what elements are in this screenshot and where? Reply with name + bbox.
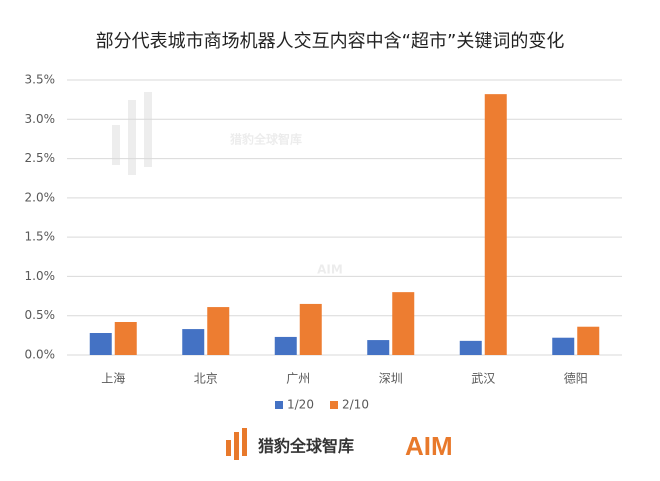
footer: 猎豹全球智库 AIM	[226, 428, 453, 461]
x-tick-label: 德阳	[564, 371, 588, 386]
legend-swatch	[275, 401, 283, 409]
bar	[207, 307, 230, 355]
bar	[459, 340, 482, 355]
footer-icon	[242, 428, 247, 456]
bar	[484, 94, 507, 356]
bar	[274, 336, 297, 355]
y-tick-label: 0.5%	[25, 308, 56, 322]
watermark-logo: AIM	[317, 263, 343, 277]
bar	[577, 326, 600, 355]
y-tick-label: 3.0%	[25, 112, 56, 126]
watermark-text: 猎豹全球智库	[230, 132, 302, 147]
bar	[552, 337, 575, 355]
y-tick-label: 1.5%	[25, 230, 56, 244]
x-tick-label: 上海	[101, 371, 125, 386]
footer-brand: 猎豹全球智库	[258, 437, 354, 456]
bar	[299, 303, 322, 355]
y-tick-label: 2.5%	[25, 151, 56, 165]
watermark: 猎豹全球智库 AIM	[112, 92, 343, 277]
chart-title: 部分代表城市商场机器人交互内容中含“超市”关键词的变化	[96, 31, 565, 52]
footer-icon	[234, 432, 239, 460]
legend-label: 1/20	[287, 398, 314, 412]
bar	[182, 329, 205, 355]
bar	[114, 322, 137, 355]
y-tick-label: 3.5%	[25, 73, 56, 87]
bar	[392, 292, 415, 355]
y-tick-label: 1.0%	[25, 269, 56, 283]
y-tick-label: 0.0%	[25, 348, 56, 362]
legend-swatch	[330, 401, 338, 409]
footer-logo: AIM	[405, 431, 453, 461]
x-tick-label: 深圳	[379, 372, 403, 386]
x-tick-label: 北京	[194, 372, 218, 386]
bar	[367, 340, 390, 355]
x-tick-label: 广州	[286, 372, 310, 386]
y-tick-label: 2.0%	[25, 190, 56, 204]
watermark-icon	[144, 92, 152, 167]
watermark-icon	[128, 100, 136, 175]
footer-icon	[226, 440, 231, 456]
bar	[89, 333, 112, 355]
watermark-icon	[112, 125, 120, 165]
legend-label: 2/10	[342, 398, 369, 412]
x-tick-label: 武汉	[471, 372, 495, 386]
